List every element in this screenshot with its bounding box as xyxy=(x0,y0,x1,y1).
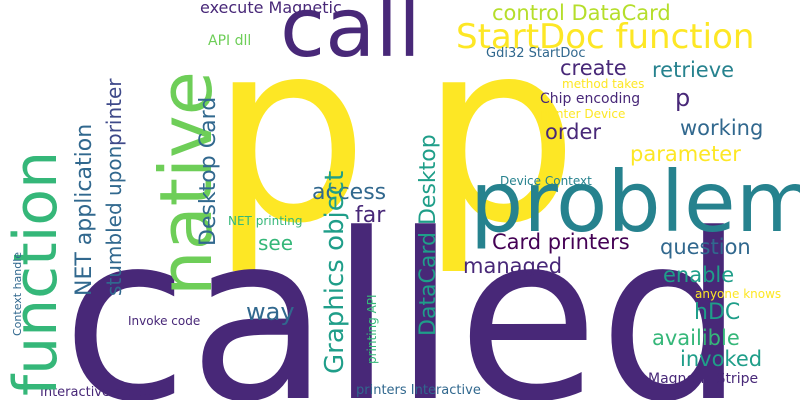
word-question: question xyxy=(660,235,751,259)
word-printing-api: printing API xyxy=(365,294,379,364)
word-desktop-card: Desktop Card xyxy=(196,96,221,246)
word-execute-magnetic: execute Magnetic xyxy=(200,0,342,17)
word-printer-device: printer Device xyxy=(540,107,626,121)
word-magnetic-stripe: Magnetic Stripe xyxy=(648,371,759,387)
word-printers-interactive: printers Interactive xyxy=(356,383,481,398)
word-hdc: hDC xyxy=(694,300,741,325)
word-printer: printer xyxy=(102,78,126,146)
word-method-takes: method takes xyxy=(562,77,645,91)
word-stumbled-upon: stumbled upon xyxy=(102,145,126,296)
word-datacard-desktop: DataCard Desktop xyxy=(416,134,441,336)
word-invoked: invoked xyxy=(680,347,763,371)
word-gdi32-startdoc: Gdi32 StartDoc xyxy=(486,46,586,61)
word-call: call xyxy=(280,0,421,76)
word-working: working xyxy=(680,116,764,140)
word-managed: managed xyxy=(463,254,563,278)
word-p: p xyxy=(420,0,579,278)
word-anyone-knows: anyone knows xyxy=(695,287,782,301)
word-chip-encoding: Chip encoding xyxy=(540,91,641,107)
word-control-datacard: control DataCard xyxy=(492,1,671,25)
word-retrieve: retrieve xyxy=(652,58,735,82)
word-net-application: NET application xyxy=(72,123,97,296)
word-p: p xyxy=(210,0,369,278)
word-see: see xyxy=(258,231,294,255)
word-startdoc-function: StartDoc function xyxy=(456,17,755,57)
word-order: order xyxy=(545,120,601,144)
word-enable: enable xyxy=(663,263,735,287)
word-graphics-object: Graphics object xyxy=(320,170,350,374)
word-card-printers: Card printers xyxy=(492,230,630,254)
word-invoke-code: Invoke code xyxy=(128,314,201,328)
word-p-small: p xyxy=(675,84,691,112)
word-parameter: parameter xyxy=(630,142,741,166)
word-net-printing: NET printing xyxy=(228,214,303,228)
word-access: access xyxy=(312,180,387,205)
word-api-dll: API dll xyxy=(208,33,252,49)
word-problem: problem xyxy=(470,153,800,251)
word-context-handle: Context handle xyxy=(11,251,24,336)
word-availible: availible xyxy=(652,326,740,350)
word-far: far xyxy=(355,203,386,228)
word-interactive-mode: Interactive mode xyxy=(40,385,152,400)
word-way: way xyxy=(246,298,295,326)
word-create: create xyxy=(560,56,627,80)
word-device-context: Device Context xyxy=(500,174,592,188)
word-called: called xyxy=(62,186,745,400)
